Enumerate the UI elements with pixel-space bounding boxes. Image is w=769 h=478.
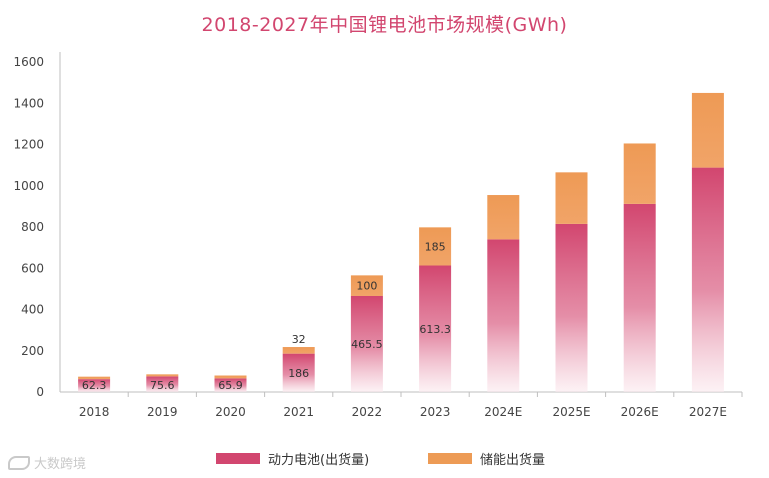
data-label-energy-storage: 185 <box>425 240 446 253</box>
bar-energy-storage-2019 <box>146 374 179 377</box>
bar-energy-storage-2025E <box>555 172 588 224</box>
data-label-power-battery: 613.3 <box>419 323 451 336</box>
legend-label-power-battery: 动力电池(出货量) <box>268 453 370 468</box>
watermark: 大数跨境 <box>8 453 86 472</box>
y-tick-label: 1000 <box>13 179 44 193</box>
y-tick-label: 400 <box>21 303 44 317</box>
data-label-power-battery: 186 <box>288 367 309 380</box>
bar-energy-storage-2023 <box>419 227 452 266</box>
bar-power-battery-2019 <box>146 376 179 392</box>
y-tick-label: 1400 <box>13 96 44 110</box>
bar-power-battery-2027E <box>691 167 724 392</box>
data-label-power-battery: 65.9 <box>218 379 243 392</box>
x-tick-label: 2024E <box>484 405 522 419</box>
x-tick-label: 2019 <box>147 405 178 419</box>
bar-power-battery-2024E <box>487 239 520 392</box>
legend-swatch-power-battery <box>216 453 260 464</box>
data-label-energy-storage: 32 <box>292 333 306 346</box>
legend-item-energy-storage: 储能出货量 <box>428 449 545 468</box>
chart-data-labels: 62.3 75.6 65.9 186 32 465.5 100 613.3 185 <box>82 240 451 392</box>
bar-power-battery-2018 <box>78 379 111 392</box>
y-tick-label: 200 <box>21 344 44 358</box>
bar-power-battery-2020 <box>214 378 247 392</box>
chart-title: 2018-2027年中国锂电池市场规模(GWh) <box>201 14 568 36</box>
bar-energy-storage-2027E <box>691 92 724 168</box>
x-tick-label: 2026E <box>621 405 659 419</box>
bar-energy-storage-2021 <box>282 347 315 354</box>
x-tick-label: 2022 <box>352 405 383 419</box>
x-tick-label: 2027E <box>689 405 727 419</box>
x-tick-label: 2023 <box>420 405 451 419</box>
chart-axes: 0 200 400 600 800 1000 1200 1400 1600 2018 2019 202… <box>13 52 743 419</box>
x-tick-label: 2020 <box>215 405 246 419</box>
legend-label-energy-storage: 储能出货量 <box>480 453 546 468</box>
bar-power-battery-2023 <box>419 265 452 392</box>
data-label-power-battery: 465.5 <box>351 338 383 351</box>
data-label-energy-storage: 100 <box>356 280 377 293</box>
y-tick-label: 0 <box>36 385 44 399</box>
legend-swatch-energy-storage <box>428 453 472 464</box>
bar-power-battery-2026E <box>623 203 656 392</box>
chart-bars <box>78 92 724 392</box>
bar-energy-storage-2018 <box>78 376 111 380</box>
bar-energy-storage-2022 <box>350 275 383 296</box>
y-tick-label: 1600 <box>13 55 44 69</box>
bar-energy-storage-2024E <box>487 195 520 240</box>
x-tick-label: 2018 <box>79 405 110 419</box>
bar-power-battery-2025E <box>555 223 588 392</box>
y-tick-label: 800 <box>21 220 44 234</box>
y-tick-label: 1200 <box>13 138 44 152</box>
x-tick-label: 2021 <box>283 405 314 419</box>
x-tick-label: 2025E <box>552 405 590 419</box>
legend-item-power-battery: 动力电池(出货量) <box>216 449 369 468</box>
data-label-power-battery: 62.3 <box>82 379 107 392</box>
bar-power-battery-2022 <box>350 295 383 392</box>
watermark-text: 大数跨境 <box>34 457 87 472</box>
bar-energy-storage-2026E <box>623 143 656 204</box>
bar-power-battery-2021 <box>282 353 315 392</box>
watermark-logo-icon <box>8 455 30 470</box>
bar-energy-storage-2020 <box>214 375 247 379</box>
data-label-power-battery: 75.6 <box>150 379 175 392</box>
y-tick-label: 600 <box>21 261 44 275</box>
